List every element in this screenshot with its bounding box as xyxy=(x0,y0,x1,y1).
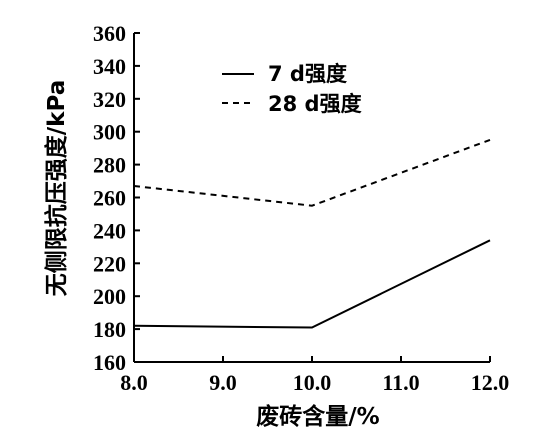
tick-layer: 160 180 200 220 240 260 280 300 320 340 360 8.0 9.0 1… xyxy=(93,21,509,395)
series-line-28d xyxy=(133,138,491,207)
y-tick-label: 160 xyxy=(93,350,126,375)
y-tick-label: 260 xyxy=(93,186,126,211)
x-tick-label: 10.0 xyxy=(293,370,332,395)
y-tick-label: 360 xyxy=(93,21,126,46)
y-tick-label: 280 xyxy=(93,153,126,178)
y-axis-title: 无侧限抗压强度/kPa xyxy=(43,80,70,296)
legend-label-28d: 28 d强度 xyxy=(268,92,362,116)
series-layer xyxy=(133,138,491,329)
y-tick-label: 320 xyxy=(93,87,126,112)
x-tick-label: 9.0 xyxy=(209,370,237,395)
series-line-7d xyxy=(133,239,491,329)
y-tick-label: 180 xyxy=(93,317,126,342)
y-tick-label: 240 xyxy=(93,218,126,243)
legend: 7 d强度 28 d强度 xyxy=(222,62,362,116)
x-axis-title: 废砖含量/% xyxy=(256,403,379,430)
y-tick-label: 300 xyxy=(93,120,126,145)
x-tick-label: 11.0 xyxy=(382,370,419,395)
x-tick-label: 8.0 xyxy=(120,370,148,395)
y-tick-label: 220 xyxy=(93,251,126,276)
y-tick-label: 200 xyxy=(93,284,126,309)
x-tick-label: 12.0 xyxy=(471,370,510,395)
legend-label-7d: 7 d强度 xyxy=(268,62,347,86)
y-tick-label: 340 xyxy=(93,54,126,79)
